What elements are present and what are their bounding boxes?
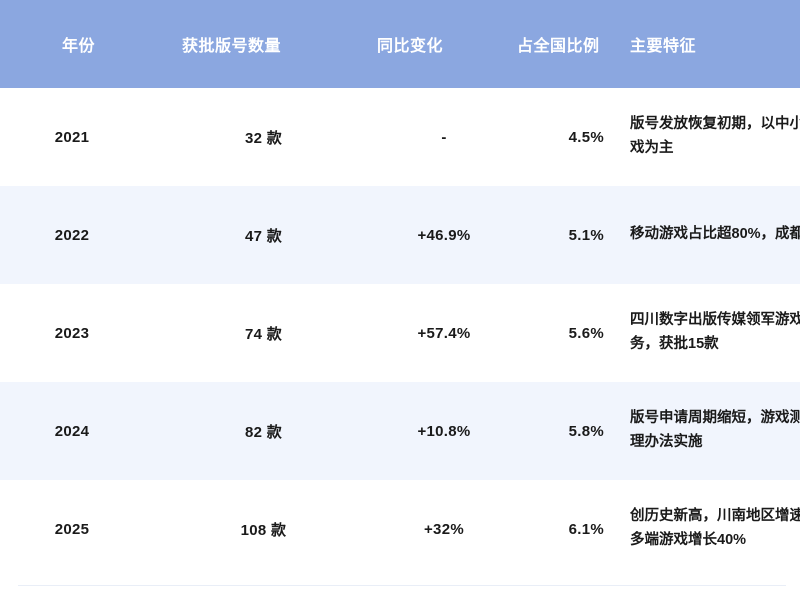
cell-feature: 四川数字出版传媒领军游戏版号业务，获批15款	[630, 312, 800, 352]
column-header-count: 获批版号数量	[182, 38, 282, 55]
column-header-year: 年份	[62, 38, 96, 55]
cell-share: 5.1%	[568, 226, 604, 244]
column-header-feature: 主要特征	[630, 38, 697, 55]
cell-share: 5.6%	[568, 324, 604, 342]
cell-year: 2021	[54, 128, 90, 146]
cell-feature: 版号申请周期缩短，游戏测试备案管理办法实施	[630, 410, 800, 450]
license-approval-table: 年份 获批版号数量 同比变化 占全国比例 主要特征 2021 32 款 - 4.…	[0, 0, 800, 578]
cell-yoy: +10.8%	[417, 422, 471, 440]
cell-yoy: +46.9%	[417, 226, 471, 244]
cell-feature: 创历史新高，川南地区增速达45%，多端游戏增长40%	[630, 508, 800, 548]
cell-yoy: +32%	[424, 520, 464, 538]
table-row: 2025 108 款 +32% 6.1% 创历史新高，川南地区增速达45%，多端…	[0, 480, 800, 578]
cell-year: 2025	[54, 520, 90, 538]
column-header-yoy: 同比变化	[377, 38, 444, 55]
cell-count: 74 款	[244, 325, 283, 343]
table-row: 2021 32 款 - 4.5% 版号发放恢复初期，以中小型休闲游戏为主	[0, 88, 800, 186]
cell-year: 2024	[54, 422, 90, 440]
table-bottom-divider	[18, 585, 786, 586]
cell-yoy: +57.4%	[417, 324, 471, 342]
cell-share: 4.5%	[568, 128, 604, 146]
cell-feature: 移动游戏占比超80%，成都企业主导	[630, 226, 800, 243]
table-row: 2023 74 款 +57.4% 5.6% 四川数字出版传媒领军游戏版号业务，获…	[0, 284, 800, 382]
cell-share: 5.8%	[568, 422, 604, 440]
table-header-row: 年份 获批版号数量 同比变化 占全国比例 主要特征	[0, 0, 800, 88]
cell-count: 47 款	[244, 227, 283, 245]
table-row: 2022 47 款 +46.9% 5.1% 移动游戏占比超80%，成都企业主导	[0, 186, 800, 284]
cell-year: 2022	[54, 226, 90, 244]
cell-feature: 版号发放恢复初期，以中小型休闲游戏为主	[630, 116, 800, 156]
table-body: 2021 32 款 - 4.5% 版号发放恢复初期，以中小型休闲游戏为主 202…	[0, 88, 800, 578]
cell-share: 6.1%	[568, 520, 604, 538]
table-row: 2024 82 款 +10.8% 5.8% 版号申请周期缩短，游戏测试备案管理办…	[0, 382, 800, 480]
table-header: 年份 获批版号数量 同比变化 占全国比例 主要特征	[0, 0, 800, 88]
cell-count: 108 款	[240, 521, 287, 539]
column-header-share: 占全国比例	[517, 38, 600, 55]
cell-count: 82 款	[244, 423, 283, 441]
cell-yoy: -	[441, 128, 447, 146]
cell-year: 2023	[54, 324, 90, 342]
cell-count: 32 款	[244, 129, 283, 147]
